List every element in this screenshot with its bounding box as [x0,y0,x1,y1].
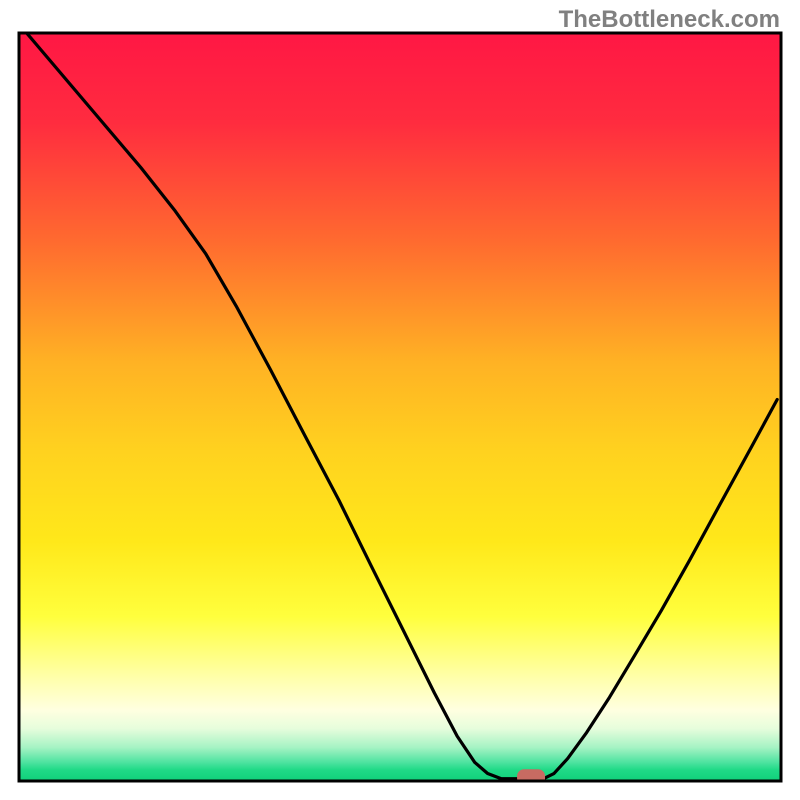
watermark-text: TheBottleneck.com [559,6,780,34]
chart-background-gradient [19,33,781,781]
bottleneck-chart [0,0,800,800]
